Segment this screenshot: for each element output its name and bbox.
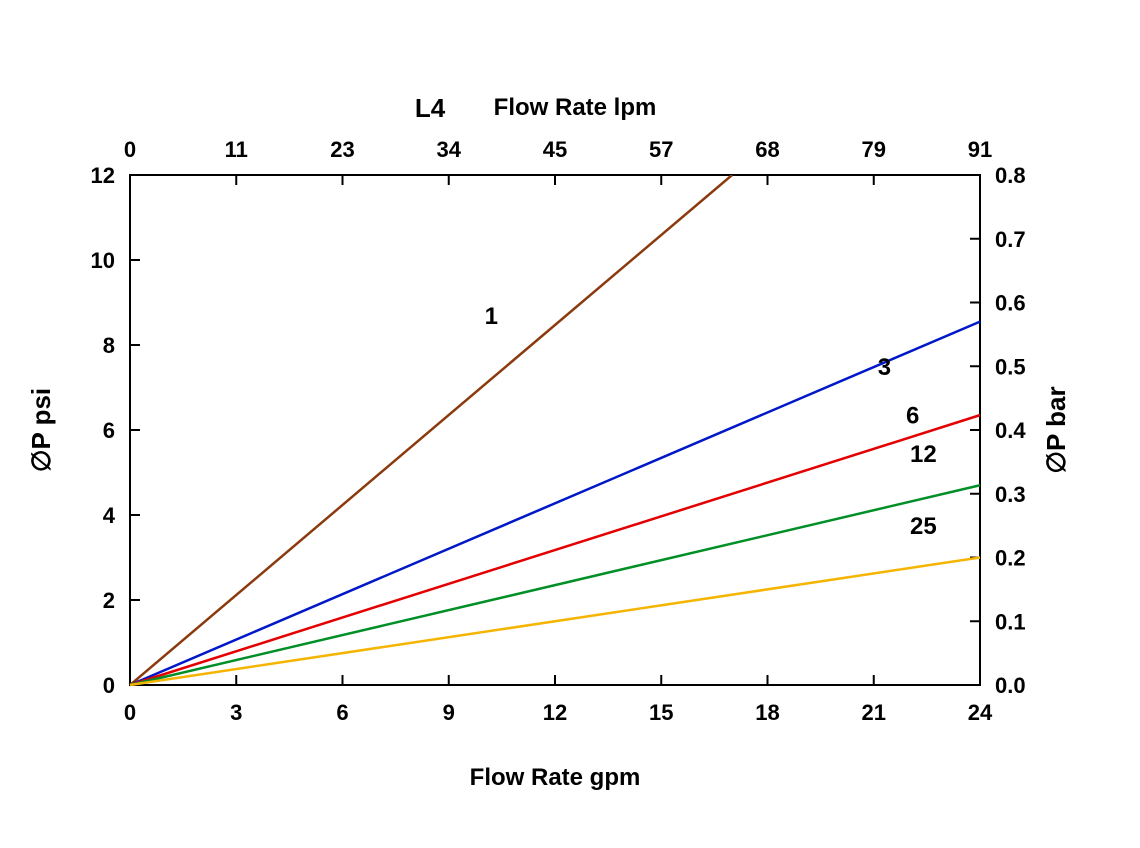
y-right-tick-label: 0.6: [995, 291, 1026, 316]
x-top-tick-label: 11: [225, 137, 248, 162]
y-left-tick-label: 4: [103, 503, 116, 528]
x-bottom-tick-label: 21: [862, 700, 886, 725]
x-top-tick-label: 0: [124, 137, 136, 162]
series-label-1: 1: [485, 303, 498, 330]
series-label-12: 12: [910, 441, 937, 468]
y-right-tick-label: 0.5: [995, 354, 1026, 379]
y-right-tick-label: 0.2: [995, 546, 1026, 571]
y-left-tick-label: 10: [91, 248, 115, 273]
x-top-tick-label: 23: [330, 137, 354, 162]
y-left-tick-label: 0: [103, 673, 115, 698]
x-top-tick-label: 45: [543, 137, 567, 162]
x-top-tick-label: 68: [755, 137, 779, 162]
x-top-tick-label: 79: [862, 137, 886, 162]
y-right-tick-label: 0.1: [995, 609, 1026, 634]
x-bottom-tick-label: 24: [968, 700, 993, 725]
series-label-25: 25: [910, 513, 937, 540]
series-label-6: 6: [906, 403, 919, 430]
y-right-axis-label: ∅P bar: [1041, 386, 1071, 473]
x-bottom-tick-label: 6: [336, 700, 348, 725]
y-left-tick-label: 2: [103, 588, 115, 613]
x-bottom-tick-label: 0: [124, 700, 136, 725]
x-bottom-tick-label: 12: [543, 700, 567, 725]
x-bottom-tick-label: 18: [755, 700, 779, 725]
y-right-tick-label: 0.8: [995, 163, 1026, 188]
y-left-axis-label: ∅P psi: [26, 388, 56, 472]
y-right-tick-label: 0.3: [995, 482, 1026, 507]
pressure-flow-chart: 03691215182124Flow Rate gpm0112334455768…: [0, 0, 1140, 848]
y-right-tick-label: 0.7: [995, 227, 1026, 252]
chart-title-prefix: L4: [415, 93, 446, 123]
y-right-tick-label: 0.0: [995, 673, 1026, 698]
x-bottom-tick-label: 15: [649, 700, 673, 725]
x-bottom-tick-label: 9: [443, 700, 455, 725]
x-top-tick-label: 91: [968, 137, 992, 162]
x-bottom-axis-label: Flow Rate gpm: [470, 764, 641, 791]
x-top-tick-label: 57: [649, 137, 673, 162]
y-right-tick-label: 0.4: [995, 418, 1026, 443]
series-label-3: 3: [878, 354, 891, 381]
y-left-tick-label: 6: [103, 418, 115, 443]
x-bottom-tick-label: 3: [230, 700, 242, 725]
y-left-tick-label: 8: [103, 333, 115, 358]
x-top-axis-label: Flow Rate lpm: [494, 94, 657, 121]
y-left-tick-label: 12: [91, 163, 115, 188]
x-top-tick-label: 34: [437, 137, 462, 162]
